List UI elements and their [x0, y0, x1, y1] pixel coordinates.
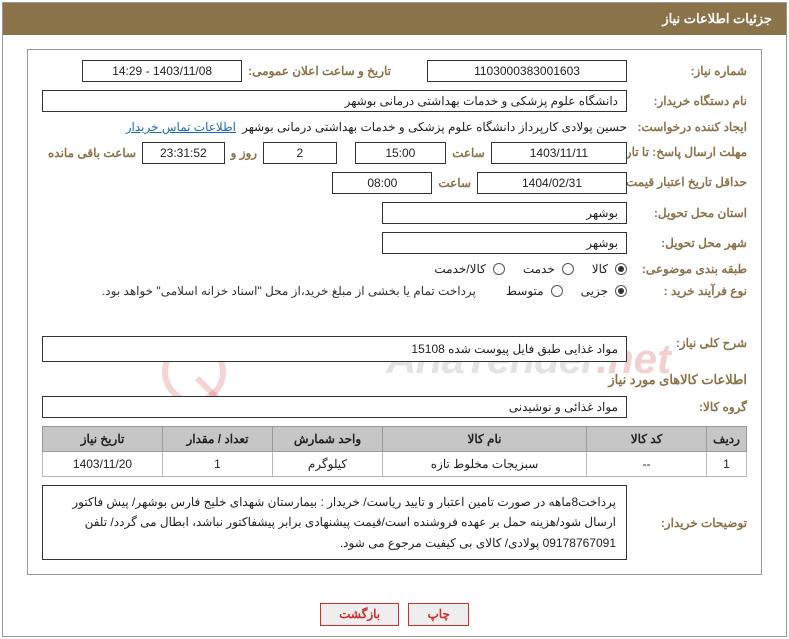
th-name: نام کالا	[383, 427, 587, 452]
label-city: شهر محل تحویل:	[627, 236, 747, 250]
label-days-and: روز و	[225, 146, 264, 160]
value-reply-date: 1403/11/11	[491, 142, 627, 164]
row-min-validity: حداقل تاریخ اعتبار قیمت: تا تاریخ: 1404/…	[42, 172, 747, 194]
items-table: ردیف کد کالا نام کالا واحد شمارش تعداد /…	[42, 426, 747, 477]
value-announce: 1403/11/08 - 14:29	[82, 60, 242, 82]
label-reply-deadline: مهلت ارسال پاسخ: تا تاریخ:	[627, 145, 747, 161]
page-title: جزئیات اطلاعات نیاز	[3, 3, 786, 35]
label-purchase-type: نوع فرآیند خرید :	[627, 284, 747, 298]
table-header-row: ردیف کد کالا نام کالا واحد شمارش تعداد /…	[43, 427, 747, 452]
value-province: بوشهر	[382, 202, 627, 224]
td-date: 1403/11/20	[43, 452, 163, 477]
th-code: کد کالا	[587, 427, 707, 452]
row-city: شهر محل تحویل: بوشهر	[42, 232, 747, 254]
row-general-desc: شرح کلی نیاز: مواد غذایی طبق فایل پیوست …	[42, 336, 747, 362]
value-buyer-org: دانشگاه علوم پزشکی و خدمات بهداشتی درمان…	[42, 90, 627, 112]
label-need-no: شماره نیاز:	[627, 64, 747, 78]
subject-radio-group: کالا خدمت کالا/خدمت	[420, 262, 627, 276]
main-container: جزئیات اطلاعات نیاز AriaTender.net شماره…	[2, 2, 787, 637]
radio-medium[interactable]	[551, 285, 563, 297]
radio-service-label: خدمت	[523, 262, 555, 276]
label-requester: ایجاد کننده درخواست:	[627, 120, 747, 134]
radio-service[interactable]	[562, 263, 574, 275]
row-buyer-notes: توضیحات خریدار: پرداخت8ماهه در صورت تامی…	[42, 485, 747, 560]
back-button[interactable]: بازگشت	[320, 603, 399, 626]
label-province: استان محل تحویل:	[627, 206, 747, 220]
td-qty: 1	[163, 452, 273, 477]
td-code: --	[587, 452, 707, 477]
label-item-group: گروه کالا:	[627, 400, 747, 414]
radio-goods[interactable]	[615, 263, 627, 275]
value-requester: حسین پولادی کارپرداز دانشگاه علوم پزشکی …	[242, 120, 627, 134]
label-subject-cat: طبقه بندی موضوعی:	[627, 262, 747, 276]
th-unit: واحد شمارش	[273, 427, 383, 452]
value-days-left: 2	[263, 142, 337, 164]
value-reply-hour: 15:00	[355, 142, 446, 164]
details-panel: AriaTender.net شماره نیاز: 1103000383001…	[27, 49, 762, 575]
value-valid-hour: 08:00	[332, 172, 432, 194]
label-announce: تاریخ و ساعت اعلان عمومی:	[242, 64, 397, 78]
label-min-validity: حداقل تاریخ اعتبار قیمت: تا تاریخ:	[627, 175, 747, 191]
value-item-group: مواد غذائی و نوشیدنی	[42, 396, 627, 418]
print-button[interactable]: چاپ	[408, 603, 468, 626]
td-unit: کیلوگرم	[273, 452, 383, 477]
value-time-left: 23:31:52	[142, 142, 225, 164]
radio-minor[interactable]	[615, 285, 627, 297]
th-row: ردیف	[707, 427, 747, 452]
label-buyer-org: نام دستگاه خریدار:	[627, 94, 747, 108]
items-section-title: اطلاعات کالاهای مورد نیاز	[42, 372, 747, 388]
label-buyer-notes: توضیحات خریدار:	[639, 516, 747, 530]
value-valid-date: 1404/02/31	[477, 172, 627, 194]
label-remaining: ساعت باقی مانده	[42, 146, 142, 160]
radio-goods-service[interactable]	[493, 263, 505, 275]
value-general-desc: مواد غذایی طبق فایل پیوست شده 15108	[42, 336, 627, 362]
row-item-group: گروه کالا: مواد غذائی و نوشیدنی	[42, 396, 747, 418]
value-buyer-notes: پرداخت8ماهه در صورت تامین اعتبار و تایید…	[42, 485, 627, 560]
row-purchase-type: نوع فرآیند خرید : جزیی متوسط پرداخت تمام…	[42, 284, 747, 298]
row-subject-cat: طبقه بندی موضوعی: کالا خدمت کالا/خدمت	[42, 262, 747, 276]
row-buyer-org: نام دستگاه خریدار: دانشگاه علوم پزشکی و …	[42, 90, 747, 112]
th-date: تاریخ نیاز	[43, 427, 163, 452]
label-general-desc: شرح کلی نیاز:	[627, 336, 747, 350]
label-hour-2: ساعت	[432, 176, 477, 190]
td-row: 1	[707, 452, 747, 477]
radio-goods-service-label: کالا/خدمت	[434, 262, 485, 276]
radio-goods-label: کالا	[592, 262, 608, 276]
buyer-contact-link[interactable]: اطلاعات تماس خریدار	[126, 120, 242, 134]
value-city: بوشهر	[382, 232, 627, 254]
radio-minor-label: جزیی	[581, 284, 608, 298]
label-hour-1: ساعت	[446, 146, 491, 160]
th-qty: تعداد / مقدار	[163, 427, 273, 452]
td-name: سبزیجات مخلوط تازه	[383, 452, 587, 477]
table-row: 1 -- سبزیجات مخلوط تازه کیلوگرم 1 1403/1…	[43, 452, 747, 477]
payment-note: پرداخت تمام یا بخشی از مبلغ خرید،از محل …	[102, 284, 476, 298]
row-need-number: شماره نیاز: 1103000383001603 تاریخ و ساع…	[42, 60, 747, 82]
purchase-radio-group: جزیی متوسط	[476, 284, 627, 298]
row-reply-deadline: مهلت ارسال پاسخ: تا تاریخ: 1403/11/11 سا…	[42, 142, 747, 164]
row-province: استان محل تحویل: بوشهر	[42, 202, 747, 224]
button-row: چاپ بازگشت	[3, 589, 786, 636]
row-requester: ایجاد کننده درخواست: حسین پولادی کارپردا…	[42, 120, 747, 134]
radio-medium-label: متوسط	[506, 284, 544, 298]
value-need-no: 1103000383001603	[427, 60, 627, 82]
